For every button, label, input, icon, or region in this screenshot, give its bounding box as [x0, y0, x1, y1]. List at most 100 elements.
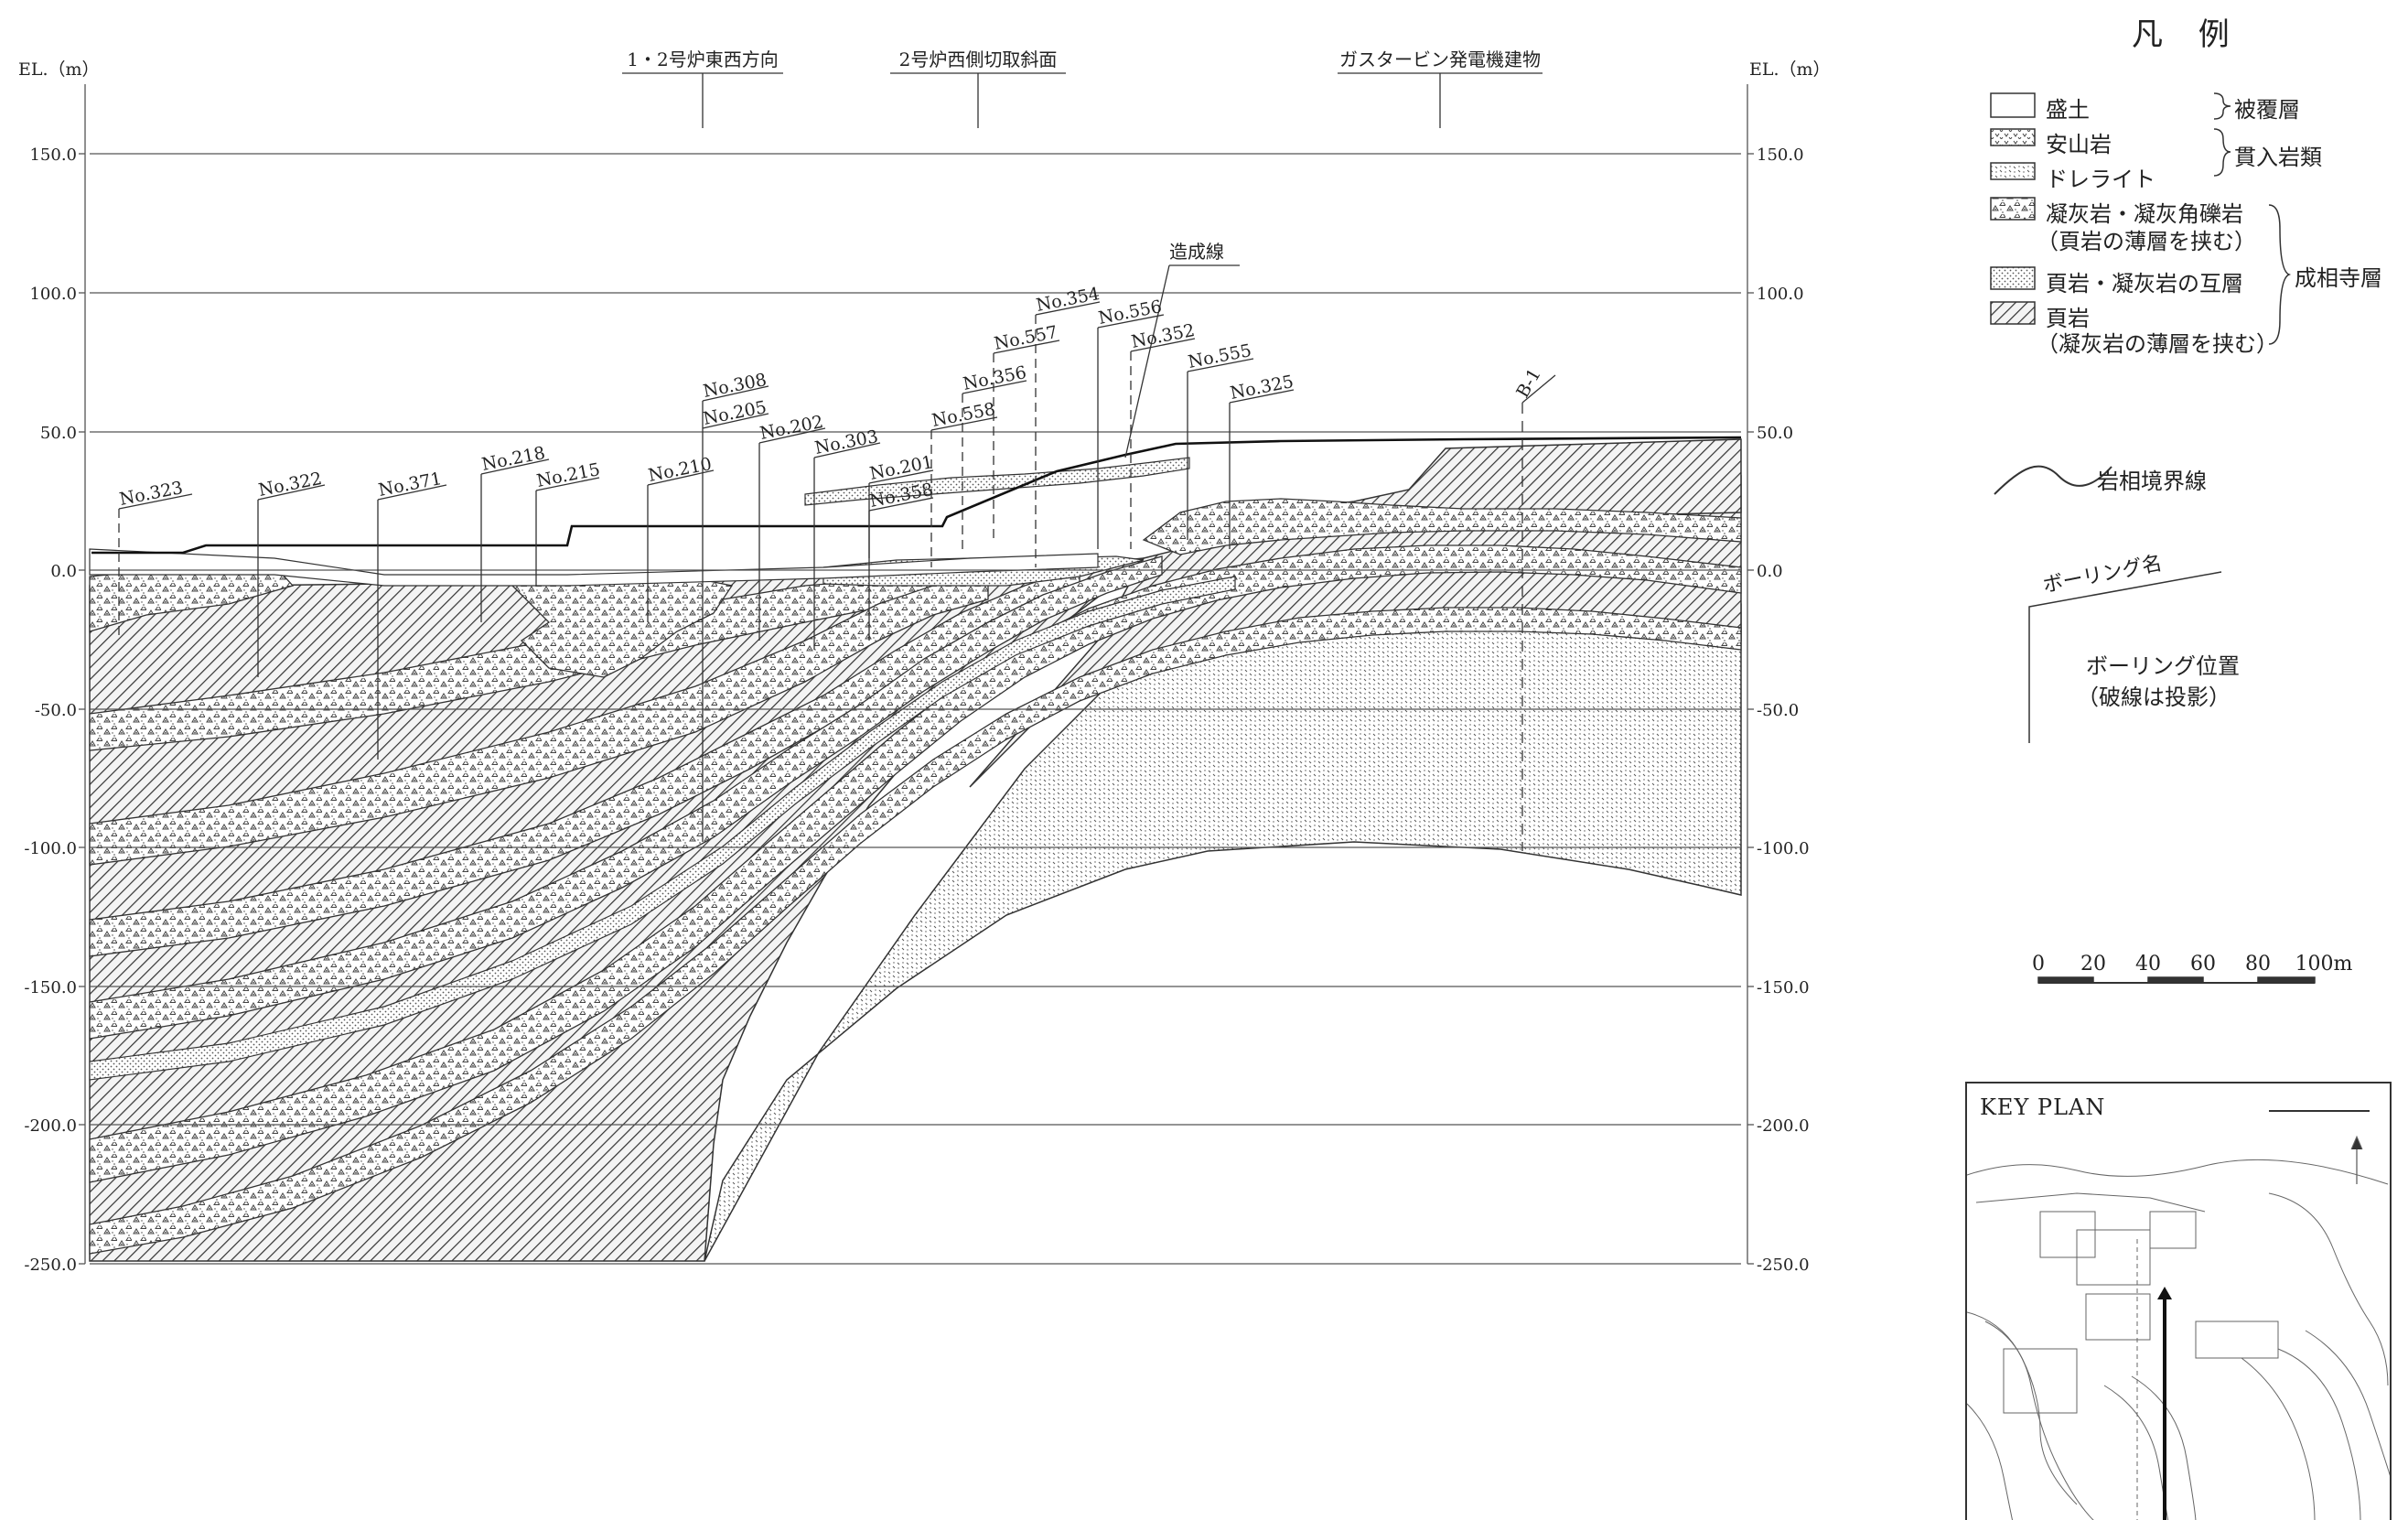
grid — [84, 84, 1748, 1265]
borehole-label: No.218 — [480, 443, 547, 475]
y-tick-label: -250.0 — [24, 1256, 77, 1275]
scale-tick: 20 — [2080, 953, 2106, 976]
borehole-no356: No.356 — [962, 362, 1028, 549]
alternation-band-3 — [804, 457, 1190, 506]
fill-layer — [89, 548, 1099, 587]
scale-tick: 40 — [2135, 953, 2161, 976]
legend-label-shale-1: 頁岩 — [2046, 306, 2090, 331]
top-label-1: 1・2号炉東西方向 — [622, 49, 783, 128]
top-label-text: 2号炉西側切取斜面 — [899, 49, 1058, 70]
borehole-label: No.356 — [962, 362, 1028, 394]
y-tick-label: 50.0 — [40, 424, 77, 443]
y-tick-label: 0.0 — [50, 562, 77, 581]
scale-tick: 100m — [2295, 953, 2353, 976]
y-tick-label: -150.0 — [1757, 978, 1810, 997]
y-ticks — [79, 153, 1754, 1265]
borehole-no358: No.358 — [868, 480, 935, 558]
legend-swatch-dolerite — [1990, 162, 2036, 180]
legend-label-alternation: 頁岩・凝灰岩の互層 — [2046, 271, 2243, 296]
borehole-label: No.323 — [118, 478, 185, 510]
y-tick-label: -50.0 — [35, 701, 77, 720]
scale-bar-segment — [2037, 976, 2094, 984]
axis-label-left: EL.（m） — [18, 59, 100, 80]
legend-boring-position-1: ボーリング位置 — [2086, 653, 2240, 679]
legend-boring-symbol — [2028, 571, 2222, 743]
legend-boundary-line — [1994, 465, 2112, 495]
construction-line — [91, 436, 1742, 555]
y-tick-label: -250.0 — [1757, 1256, 1810, 1275]
borehole-label: No.371 — [377, 469, 444, 501]
scale-bar-labels: 0 20 40 60 80 100m — [2032, 953, 2353, 976]
legend-symbols — [1990, 92, 2316, 984]
y-tick-label: -150.0 — [24, 978, 77, 997]
borehole-label: No.555 — [1187, 340, 1253, 372]
scale-bar-segment — [2257, 976, 2316, 984]
borehole-label: No.210 — [647, 454, 714, 486]
y-tick-label: -200.0 — [1757, 1116, 1810, 1136]
construction-line-callout: 造成線 — [1124, 241, 1240, 458]
borehole-label: No.352 — [1130, 320, 1197, 352]
scale-tick: 80 — [2245, 953, 2271, 976]
top-label-2: 2号炉西側切取斜面 — [890, 49, 1066, 128]
legend-swatch-andesite — [1990, 128, 2036, 146]
borehole-label: No.557 — [993, 322, 1059, 354]
y-tick-label: 150.0 — [1757, 146, 1804, 165]
brace-intrusive — [2213, 128, 2231, 177]
legend-boring-position-2: （破線は投影） — [2077, 685, 2231, 710]
scale-bar-segment — [2147, 976, 2204, 984]
brace-cover — [2213, 92, 2231, 120]
tuff-band-2 — [89, 576, 989, 866]
top-label-3: ガスタービン発電機建物 — [1338, 49, 1543, 128]
y-tick-label: 100.0 — [29, 285, 77, 304]
y-tick-labels-right: 150.0 100.0 50.0 0.0 -50.0 -100.0 -150.0… — [1757, 146, 1810, 1275]
top-label-text: ガスタービン発電機建物 — [1339, 49, 1541, 70]
legend-swatch-shale — [1990, 301, 2036, 325]
y-tick-labels-left: 150.0 100.0 50.0 0.0 -50.0 -100.0 -150.0… — [24, 146, 77, 1275]
borehole-label: No.556 — [1097, 296, 1164, 329]
borehole-label: B-1 — [1512, 365, 1544, 401]
key-plan: KEY PLAN — [1965, 1082, 2392, 1520]
y-tick-label: 150.0 — [29, 146, 77, 165]
tuff-band-6 — [89, 607, 1742, 1255]
borehole-label: No.322 — [257, 469, 324, 501]
legend-label-shale-2: （凝灰岩の薄層を挟む） — [2037, 331, 2278, 357]
borehole-label: No.354 — [1035, 284, 1102, 316]
legend-label-fill: 盛土 — [2046, 97, 2090, 123]
legend-swatch-tuff — [1990, 197, 2036, 221]
legend-swatch-alternation — [1990, 266, 2036, 290]
borehole-label: No.201 — [868, 452, 935, 484]
key-plan-map — [1967, 1110, 2390, 1520]
legend-group-intrusive: 貫入岩類 — [2234, 145, 2322, 170]
borehole-label: No.558 — [930, 399, 997, 431]
brace-formation — [2268, 204, 2292, 345]
key-plan-title: KEY PLAN — [1980, 1094, 2106, 1120]
y-tick-label: -100.0 — [1757, 839, 1810, 858]
y-tick-label: -200.0 — [24, 1116, 77, 1136]
alternation-band-2 — [89, 576, 1236, 1081]
legend-label-andesite: 安山岩 — [2046, 132, 2112, 157]
borehole-label: No.308 — [702, 370, 769, 402]
borehole-label: No.215 — [535, 459, 602, 491]
axis-label-right: EL.（m） — [1749, 59, 1831, 80]
tuff-band-4 — [89, 555, 1163, 1040]
legend-label-dolerite: ドレライト — [2046, 167, 2155, 192]
legend-label-tuff-2: （頁岩の薄層を挟む） — [2037, 229, 2256, 254]
scale-tick: 60 — [2190, 953, 2216, 976]
section-layers — [89, 438, 1742, 1262]
legend-boundary-label: 岩相境界線 — [2097, 469, 2207, 494]
construction-line-label: 造成線 — [1169, 241, 1224, 263]
y-tick-label: -100.0 — [24, 839, 77, 858]
borehole-label: No.325 — [1229, 372, 1295, 404]
y-tick-label: 0.0 — [1757, 562, 1783, 581]
tuff-band-5 — [89, 544, 1742, 1183]
top-label-text: 1・2号炉東西方向 — [627, 49, 778, 70]
borehole-no215: No.215 — [535, 459, 602, 586]
scale-tick: 0 — [2032, 953, 2045, 976]
legend-group-formation: 成相寺層 — [2295, 265, 2382, 291]
legend-title: 凡 例 — [2132, 16, 2242, 53]
y-tick-label: 100.0 — [1757, 285, 1804, 304]
legend-label-tuff-1: 凝灰岩・凝灰角礫岩 — [2046, 201, 2243, 227]
borehole-no557: No.557 — [993, 322, 1060, 540]
y-tick-label: 50.0 — [1757, 424, 1793, 443]
